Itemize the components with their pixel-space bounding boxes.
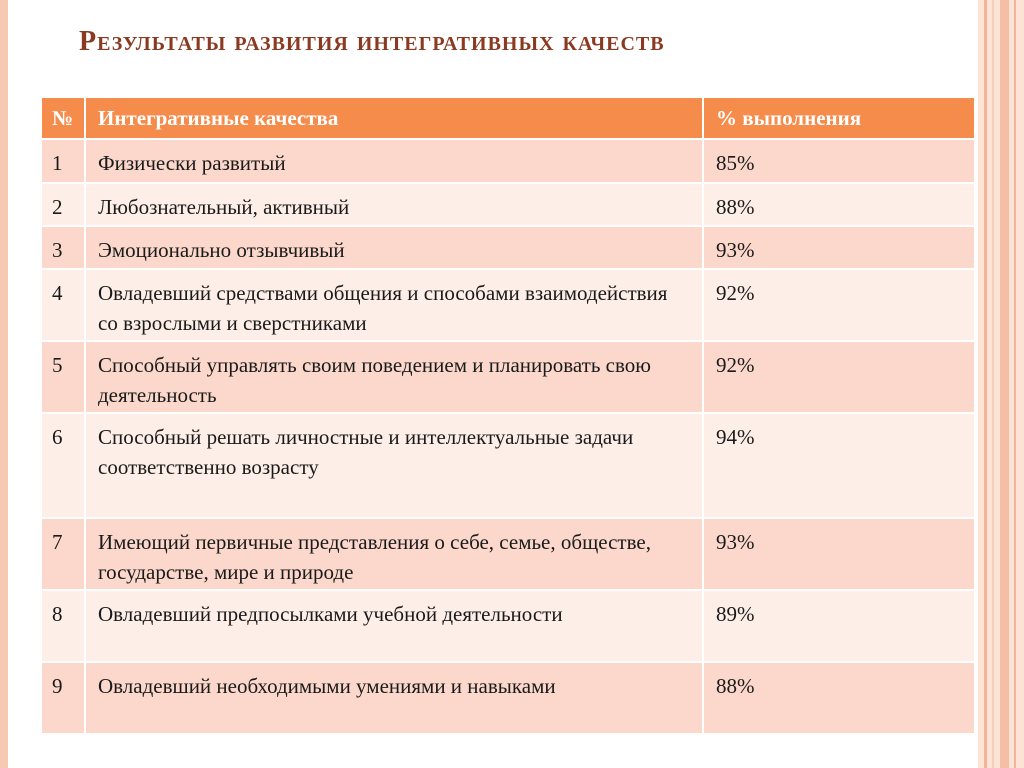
row-number: 1 [40,138,86,184]
slide-border-right [978,0,1024,768]
row-percent: 88% [702,182,976,227]
header-quality: Интегративные качества [84,96,704,140]
header-number: № [40,96,86,140]
table-row: 9 Овладевший необходимыми умениями и нав… [40,661,976,735]
table-row: 8 Овладевший предпосылками учебной деяте… [40,589,976,663]
row-percent: 93% [702,225,976,270]
row-number: 3 [40,225,86,270]
table-header-row: № Интегративные качества % выполнения [40,96,976,140]
row-quality: Имеющий первичные представления о себе, … [84,517,704,591]
row-number: 4 [40,268,86,342]
row-quality: Овладевший необходимыми умениями и навык… [84,661,704,735]
row-number: 8 [40,589,86,663]
table-row: 5 Способный управлять своим поведением и… [40,340,976,414]
row-quality: Эмоционально отзывчивый [84,225,704,270]
row-quality: Овладевший средствами общения и способам… [84,268,704,342]
slide-border-left [0,0,8,768]
row-percent: 92% [702,340,976,414]
row-quality: Любознательный, активный [84,182,704,227]
row-percent: 88% [702,661,976,735]
table-row: 2 Любознательный, активный 88% [40,182,976,227]
row-percent: 85% [702,138,976,184]
results-table: № Интегративные качества % выполнения 1 … [40,96,976,735]
row-percent: 92% [702,268,976,342]
table-row: 6 Способный решать личностные и интеллек… [40,412,976,519]
table-row: 3 Эмоционально отзывчивый 93% [40,225,976,270]
row-percent: 94% [702,412,976,519]
table-row: 7 Имеющий первичные представления о себе… [40,517,976,591]
row-percent: 93% [702,517,976,591]
table-row: 1 Физически развитый 85% [40,138,976,184]
row-number: 9 [40,661,86,735]
row-percent: 89% [702,589,976,663]
row-quality: Способный решать личностные и интеллекту… [84,412,704,519]
table-row: 4 Овладевший средствами общения и способ… [40,268,976,342]
row-quality: Физически развитый [84,138,704,184]
page-title: Результаты развития интегративных качест… [79,26,665,57]
row-quality: Способный управлять своим поведением и п… [84,340,704,414]
row-number: 5 [40,340,86,414]
row-quality: Овладевший предпосылками учебной деятель… [84,589,704,663]
row-number: 7 [40,517,86,591]
header-percent: % выполнения [702,96,976,140]
row-number: 6 [40,412,86,519]
row-number: 2 [40,182,86,227]
